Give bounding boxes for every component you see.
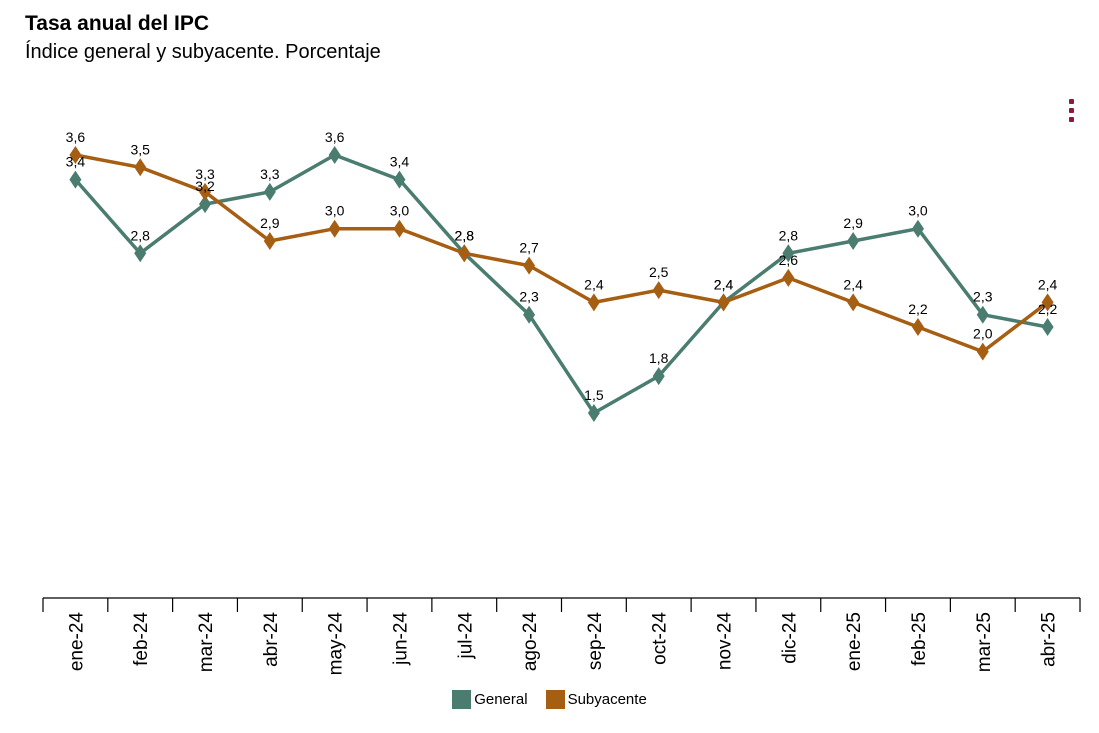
data-point-general[interactable] [263, 182, 276, 201]
x-tick-label: nov-24 [715, 612, 736, 671]
data-label-general: 2,8 [455, 227, 475, 243]
data-label-general: 3,0 [908, 203, 928, 219]
data-label-general: 3,3 [260, 166, 280, 182]
data-label-general: 1,5 [584, 387, 604, 403]
x-axis: ene-24 feb-24 mar-24 abr-24 may-24 jun-24 jul-… [42, 597, 1081, 676]
data-label-general: 2,2 [1038, 301, 1058, 317]
x-tick-label: jul-24 [455, 612, 476, 660]
data-label-subyacente: 3,0 [390, 203, 410, 219]
x-tick-label: abr-25 [1039, 612, 1060, 667]
data-label-subyacente: 2,9 [260, 215, 280, 231]
data-point-subyacente[interactable] [199, 182, 212, 201]
x-tick-label: abr-24 [261, 612, 282, 667]
data-point-general[interactable] [328, 146, 341, 164]
data-point-subyacente[interactable] [587, 293, 600, 312]
legend-item-general[interactable]: General [452, 690, 528, 709]
data-point-general[interactable] [134, 244, 147, 263]
legend-swatch [545, 690, 565, 709]
data-point-general[interactable] [393, 170, 406, 189]
data-point-general[interactable] [911, 219, 924, 238]
x-tick-label: ago-24 [520, 612, 541, 672]
data-label-general: 1,8 [649, 350, 669, 366]
data-label-general: 2,8 [130, 227, 150, 243]
data-point-subyacente[interactable] [263, 232, 276, 250]
data-label-subyacente: 3,0 [325, 203, 345, 219]
data-point-general[interactable] [69, 170, 82, 189]
data-label-general: 3,2 [195, 178, 215, 194]
x-tick-label: dic-24 [779, 612, 800, 664]
x-tick-label: feb-24 [131, 612, 152, 666]
legend-label: Subyacente [567, 691, 647, 708]
data-label-general: 3,4 [390, 154, 410, 170]
legend-label: General [474, 691, 528, 708]
data-point-subyacente[interactable] [134, 158, 147, 177]
legend-item-subyacente[interactable]: Subyacente [545, 690, 647, 709]
data-point-general[interactable] [976, 305, 989, 324]
data-point-subyacente[interactable] [717, 293, 730, 312]
data-labels: 3,42,83,23,33,63,42,82,31,51,82,42,82,93… [66, 129, 1058, 403]
x-tick-label: mar-25 [974, 612, 995, 672]
x-tick-label: sep-24 [585, 612, 606, 671]
data-label-subyacente: 2,2 [908, 301, 928, 317]
data-label-general: 2,3 [973, 289, 993, 305]
data-label-subyacente: 2,7 [519, 240, 539, 256]
legend-swatch [452, 690, 472, 709]
data-point-subyacente[interactable] [976, 342, 989, 361]
data-point-general[interactable] [652, 367, 665, 386]
x-tick-label: ene-24 [66, 612, 87, 672]
chart-subtitle: Índice general y subyacente. Porcentaje [25, 41, 381, 63]
data-point-subyacente[interactable] [652, 281, 665, 300]
data-label-general: 2,8 [779, 227, 799, 243]
data-label-subyacente: 2,8 [455, 227, 475, 243]
data-label-subyacente: 2,4 [843, 276, 863, 292]
data-point-general[interactable] [587, 404, 600, 422]
data-point-general[interactable] [523, 305, 536, 324]
data-label-subyacente: 2,4 [584, 276, 604, 292]
x-tick-label: mar-24 [196, 612, 217, 673]
data-point-general[interactable] [847, 232, 860, 250]
data-label-subyacente: 2,0 [973, 326, 993, 342]
data-label-subyacente: 3,3 [195, 166, 215, 182]
data-label-subyacente: 3,6 [66, 129, 86, 145]
series-markers [69, 146, 1054, 422]
line-chart: ene-24 feb-24 mar-24 abr-24 may-24 jun-24 jul-… [42, 129, 1081, 676]
x-tick-label: may-24 [326, 612, 347, 676]
data-point-subyacente[interactable] [847, 293, 860, 312]
data-label-general: 2,3 [519, 289, 539, 305]
data-point-general[interactable] [782, 244, 795, 263]
x-tick-label: oct-24 [650, 612, 671, 665]
data-label-subyacente: 2,6 [779, 252, 799, 268]
data-label-subyacente: 2,4 [1038, 276, 1058, 292]
x-tick-label: ene-25 [844, 612, 865, 671]
data-label-subyacente: 2,4 [714, 276, 734, 292]
data-point-general[interactable] [1041, 318, 1054, 336]
data-label-general: 3,6 [325, 129, 345, 145]
data-point-subyacente[interactable] [523, 256, 536, 275]
data-point-subyacente[interactable] [69, 146, 82, 164]
data-point-subyacente[interactable] [328, 219, 341, 238]
data-point-subyacente[interactable] [782, 268, 795, 287]
data-point-general[interactable] [199, 195, 212, 214]
data-label-subyacente: 3,5 [130, 141, 150, 157]
data-point-subyacente[interactable] [911, 318, 924, 336]
chart-title: Tasa anual del IPC [25, 12, 210, 35]
x-tick-label: feb-25 [909, 612, 930, 666]
legend: General Subyacente [0, 690, 1099, 709]
data-label-general: 2,9 [843, 215, 863, 231]
data-label-general: 2,4 [714, 276, 734, 292]
data-point-subyacente[interactable] [393, 219, 406, 238]
data-label-subyacente: 2,5 [649, 264, 669, 280]
data-label-general: 3,4 [66, 154, 86, 170]
vertical-dots-icon[interactable] [1064, 97, 1078, 125]
series-lines [74, 153, 1049, 415]
data-point-subyacente[interactable] [458, 244, 471, 263]
series-line-subyacente [75, 153, 1049, 354]
data-point-subyacente[interactable] [1041, 293, 1054, 312]
series-line-general [74, 153, 1048, 415]
x-tick-label: jun-24 [390, 612, 411, 666]
